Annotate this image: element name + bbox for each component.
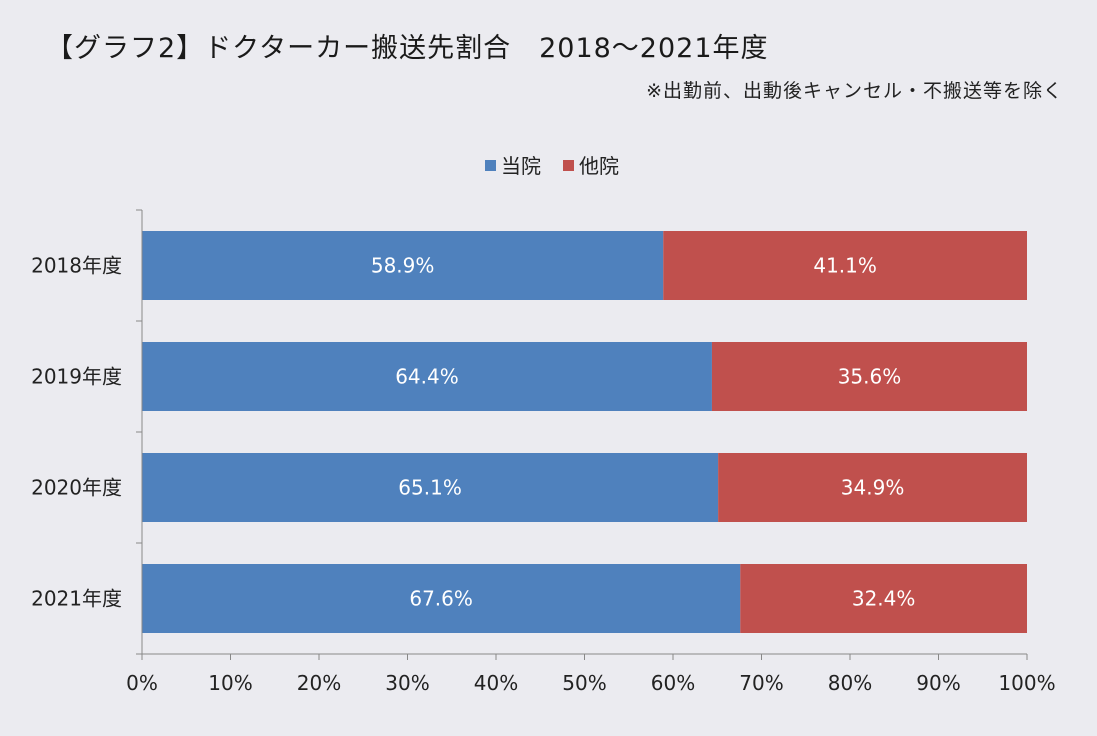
legend-swatch-2 [563, 160, 574, 171]
legend-label-2: 他院 [579, 154, 619, 178]
data-label-1-3: 65.1% [398, 476, 462, 500]
x-tick-label-1: 10% [208, 671, 252, 695]
category-label-4: 2021年度 [31, 587, 122, 611]
x-tick-label-4: 40% [474, 671, 518, 695]
category-label-1: 2018年度 [31, 254, 122, 278]
data-label-1-4: 67.6% [409, 587, 473, 611]
data-label-2-4: 32.4% [852, 587, 916, 611]
bar-2-2 [711, 342, 1027, 411]
chart-note: ※出勤前、出動後キャンセル・不搬送等を除く [646, 80, 1063, 102]
x-tick-label-9: 90% [916, 671, 960, 695]
x-tick-label-10: 100% [998, 671, 1055, 695]
x-tick-label-7: 70% [739, 671, 783, 695]
bar-1-4 [142, 564, 741, 633]
bar-2-4 [740, 564, 1027, 633]
bar-1-2 [142, 342, 712, 411]
bar-1-3 [142, 453, 719, 522]
legend-label-1: 当院 [501, 154, 541, 178]
bar-2-3 [718, 453, 1027, 522]
data-label-2-2: 35.6% [838, 365, 902, 389]
x-tick-label-3: 30% [385, 671, 429, 695]
category-label-2: 2019年度 [31, 365, 122, 389]
legend-swatch-1 [485, 160, 496, 171]
x-tick-label-8: 80% [828, 671, 872, 695]
bar-2-1 [663, 231, 1027, 300]
data-label-1-1: 58.9% [371, 254, 435, 278]
x-tick-label-5: 50% [562, 671, 606, 695]
category-label-3: 2020年度 [31, 476, 122, 500]
x-tick-label-6: 60% [651, 671, 695, 695]
x-tick-label-0: 0% [126, 671, 158, 695]
data-label-2-1: 41.1% [813, 254, 877, 278]
bar-1-1 [142, 231, 664, 300]
chart-title: 【グラフ2】ドクターカー搬送先割合 2018～2021年度 [46, 33, 769, 64]
x-tick-label-2: 20% [297, 671, 341, 695]
data-label-1-2: 64.4% [395, 365, 459, 389]
data-label-2-3: 34.9% [841, 476, 905, 500]
